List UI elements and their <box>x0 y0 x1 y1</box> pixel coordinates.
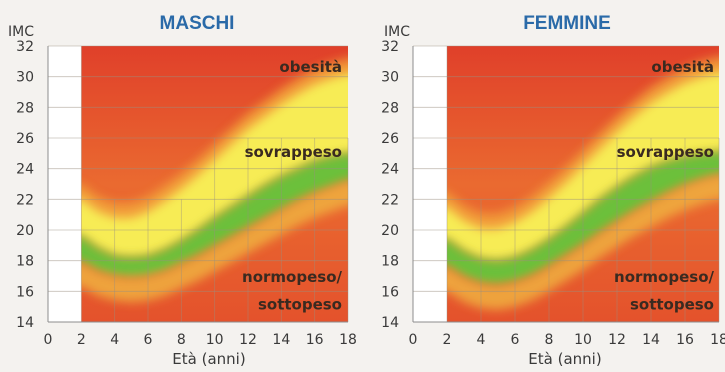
x-tick-label: 12 <box>608 332 626 348</box>
x-axis-label: Età (anni) <box>172 350 245 368</box>
x-tick-label: 8 <box>545 332 554 348</box>
zone-label-overweight: sovrappeso <box>617 143 714 161</box>
y-tick-label: 16 <box>381 284 399 300</box>
x-tick-label: 18 <box>710 332 725 348</box>
x-tick-label: 0 <box>409 332 418 348</box>
y-tick-label: 30 <box>381 70 399 86</box>
zone-label-obesity: obesità <box>651 58 714 76</box>
x-tick-label: 14 <box>642 332 660 348</box>
zone-label-normal: normopeso/ <box>242 268 342 286</box>
grid <box>47 45 349 323</box>
x-tick-label: 16 <box>306 332 324 348</box>
x-tick-label: 8 <box>177 332 186 348</box>
y-tick-label: 24 <box>381 162 399 178</box>
y-tick-label: 26 <box>16 131 34 147</box>
y-axis-label: IMC <box>8 24 34 40</box>
y-tick-label: 20 <box>381 223 399 239</box>
no-data-area <box>48 46 82 322</box>
y-tick-label: 20 <box>16 223 34 239</box>
x-tick-label: 10 <box>574 332 592 348</box>
x-tick-label: 4 <box>110 332 119 348</box>
zone-label-normal: normopeso/ <box>614 268 714 286</box>
y-tick-label: 22 <box>16 192 34 208</box>
y-tick-label: 26 <box>381 131 399 147</box>
y-tick-label: 28 <box>381 100 399 116</box>
x-tick-label: 10 <box>206 332 224 348</box>
x-tick-label: 12 <box>239 332 257 348</box>
x-tick-label: 0 <box>44 332 53 348</box>
zone-label-underweight: sottopeso <box>258 296 342 314</box>
zone-label-underweight: sottopeso <box>630 296 714 314</box>
x-tick-label: 14 <box>272 332 290 348</box>
zone-label-overweight: sovrappeso <box>245 143 342 161</box>
x-tick-label: 2 <box>443 332 452 348</box>
y-tick-label: 30 <box>16 70 34 86</box>
x-axis-label: Età (anni) <box>528 350 601 368</box>
x-tick-label: 6 <box>511 332 520 348</box>
chart-title: FEMMINE <box>523 13 611 34</box>
y-tick-label: 24 <box>16 162 34 178</box>
zone-label-obesity: obesità <box>279 58 342 76</box>
x-tick-label: 6 <box>144 332 153 348</box>
y-tick-label: 14 <box>16 315 34 331</box>
y-tick-label: 32 <box>16 39 34 55</box>
x-tick-label: 16 <box>676 332 694 348</box>
chart-title: MASCHI <box>160 13 235 34</box>
y-tick-label: 22 <box>381 192 399 208</box>
x-tick-label: 4 <box>477 332 486 348</box>
y-tick-label: 28 <box>16 100 34 116</box>
y-tick-label: 16 <box>16 284 34 300</box>
no-data-area <box>413 46 447 322</box>
y-axis-label: IMC <box>384 24 410 40</box>
y-tick-label: 32 <box>381 39 399 55</box>
y-tick-label: 14 <box>381 315 399 331</box>
x-tick-label: 2 <box>77 332 86 348</box>
x-tick-label: 18 <box>339 332 357 348</box>
y-tick-label: 18 <box>16 254 34 270</box>
y-tick-label: 18 <box>381 254 399 270</box>
